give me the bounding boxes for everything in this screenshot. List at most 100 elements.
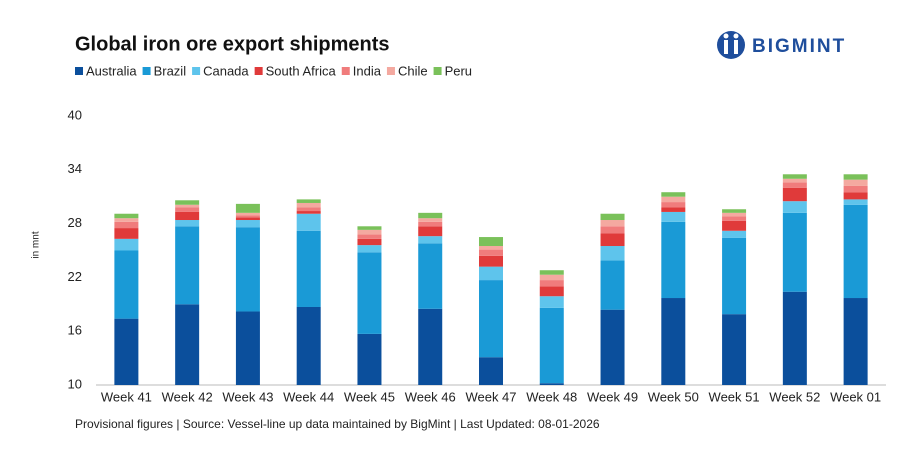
legend-swatch xyxy=(386,67,395,75)
legend-swatch xyxy=(341,67,350,75)
bar-segment xyxy=(235,203,260,213)
bar-segment xyxy=(479,237,503,247)
bar-segment xyxy=(418,243,443,309)
legend-swatch xyxy=(254,67,263,75)
bar-segment xyxy=(235,217,260,221)
bar-segment xyxy=(479,255,503,267)
bar-segment xyxy=(175,204,200,208)
bar-segment xyxy=(661,221,686,299)
bar-segment xyxy=(661,196,686,203)
legend-label: South Africa xyxy=(266,63,337,78)
x-tick-label: Week 43 xyxy=(222,389,273,404)
bar-segment xyxy=(114,221,139,229)
chart-title: Global iron ore export shipments xyxy=(75,33,390,55)
bar-segment xyxy=(600,246,625,261)
bar-segment xyxy=(114,213,139,219)
bar-segment xyxy=(114,218,139,222)
bar-segment xyxy=(418,236,443,244)
bar-segment xyxy=(782,182,807,188)
x-tick-label: Week 42 xyxy=(162,389,213,404)
bar-segment xyxy=(661,298,686,385)
bar-segment xyxy=(175,226,200,305)
bar-segment xyxy=(296,211,321,214)
x-tick-label: Week 47 xyxy=(465,389,516,404)
bar-segment xyxy=(357,252,382,334)
y-tick-label: 40 xyxy=(68,107,82,122)
bar-segment xyxy=(843,199,868,205)
bar-segment xyxy=(175,304,200,385)
bar-segment xyxy=(479,357,503,385)
bar-segment xyxy=(479,280,503,358)
y-axis-label: in mnt xyxy=(31,231,42,258)
bar-segment xyxy=(600,220,625,227)
legend-label: Peru xyxy=(445,63,472,78)
bar-segment xyxy=(357,234,382,239)
y-tick-label: 22 xyxy=(68,269,82,284)
bar-segment xyxy=(722,209,747,213)
bar-segment xyxy=(600,233,625,247)
x-tick-label: Week 51 xyxy=(709,389,760,404)
legend-label: Canada xyxy=(203,63,249,78)
bar-segment xyxy=(296,199,321,203)
bar-segment xyxy=(175,200,200,205)
bar-segment xyxy=(479,249,503,256)
bar-segment xyxy=(479,246,503,250)
bar-segment xyxy=(418,212,443,219)
x-tick-label: Week 50 xyxy=(648,389,699,404)
bar-segment xyxy=(418,226,443,237)
bar-segment xyxy=(600,226,625,234)
logo-icon xyxy=(717,31,745,59)
x-tick-label: Week 45 xyxy=(344,389,395,404)
bar-segment xyxy=(539,274,564,281)
bar-segment xyxy=(479,266,503,281)
bar-segment xyxy=(418,218,443,222)
bar-segment xyxy=(539,307,564,384)
x-tick-label: Week 48 xyxy=(526,389,577,404)
bar-segment xyxy=(782,178,807,183)
bar-segment xyxy=(722,237,747,315)
y-tick-label: 10 xyxy=(68,376,82,391)
bar-segment xyxy=(114,238,139,251)
legend-label: Australia xyxy=(86,63,137,78)
bar-segment xyxy=(357,229,382,235)
bar-segment xyxy=(782,291,807,385)
x-tick-label: Week 52 xyxy=(769,389,820,404)
x-tick-label: Week 44 xyxy=(283,389,334,404)
bar-segment xyxy=(418,308,443,385)
bar-segment xyxy=(843,179,868,186)
bar-segment xyxy=(843,174,868,180)
y-tick-label: 28 xyxy=(68,215,82,230)
bar-segment xyxy=(600,213,625,221)
legend-swatch xyxy=(75,67,83,75)
bar-segment xyxy=(235,227,260,312)
y-tick-label: 16 xyxy=(68,323,82,338)
legend-label: India xyxy=(353,63,382,78)
bar-segment xyxy=(722,220,747,231)
bar-segment xyxy=(235,215,260,218)
bar-segment xyxy=(175,211,200,221)
logo-text: BIGMINT xyxy=(752,36,846,57)
bar-segment xyxy=(661,207,686,212)
x-tick-label: Week 41 xyxy=(101,389,152,404)
bar-segment xyxy=(661,202,686,208)
bar-segment xyxy=(296,306,321,385)
bar-segment xyxy=(782,212,807,292)
bar-segment xyxy=(782,201,807,213)
bar-segment xyxy=(418,221,443,227)
bar-segment xyxy=(114,228,139,239)
bar-segment xyxy=(600,260,625,310)
bar-segment xyxy=(235,220,260,228)
bar-segment xyxy=(296,213,321,231)
bar-segment xyxy=(357,226,382,230)
bar-segment xyxy=(357,238,382,246)
legend-label: Brazil xyxy=(154,63,187,78)
legend-swatch xyxy=(192,67,201,75)
bar-segment xyxy=(539,296,564,308)
bar-segment xyxy=(843,204,868,299)
bar-segment xyxy=(296,230,321,307)
bar-segment xyxy=(235,212,260,216)
x-tick-label: Week 49 xyxy=(587,389,638,404)
bar-segment xyxy=(235,311,260,385)
